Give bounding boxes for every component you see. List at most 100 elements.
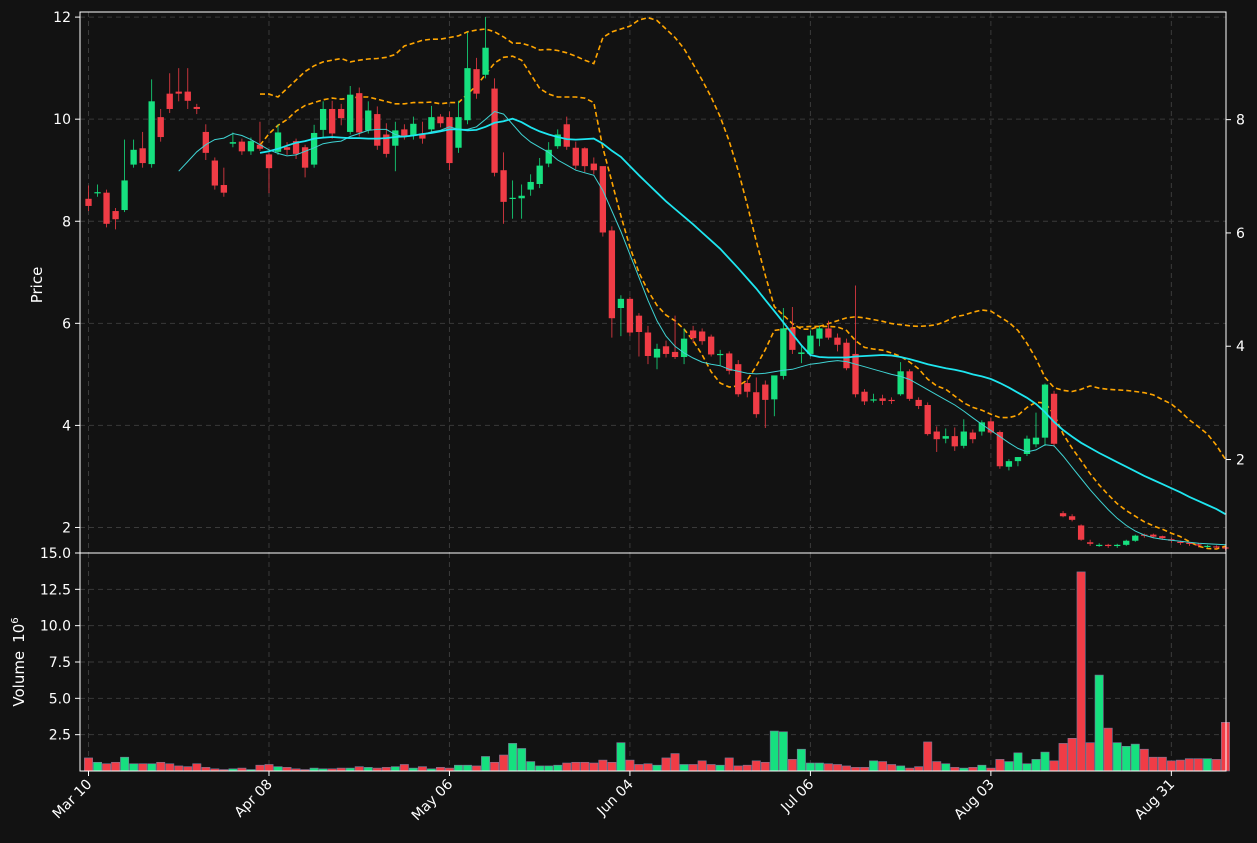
candle-body-33 bbox=[383, 134, 390, 154]
candle-72 bbox=[735, 360, 742, 397]
candle-body-31 bbox=[365, 110, 372, 131]
candle-95 bbox=[942, 428, 949, 444]
secondary-tick-label-1: 4 bbox=[1236, 339, 1245, 355]
candle-body-24 bbox=[301, 147, 309, 168]
candle-34 bbox=[392, 121, 399, 172]
candle-body-93 bbox=[924, 404, 931, 435]
candle-113 bbox=[1105, 543, 1112, 548]
candle-4 bbox=[121, 139, 128, 213]
volume-tick-label-5: 15.0 bbox=[40, 546, 71, 562]
volume-bar-118 bbox=[1148, 756, 1158, 772]
candle-body-15 bbox=[220, 185, 228, 193]
candle-body-20 bbox=[265, 154, 273, 169]
candle-96 bbox=[951, 427, 958, 451]
x-tick-label-5: Aug 03 bbox=[951, 777, 997, 823]
secondary-tick-label-3: 8 bbox=[1236, 113, 1245, 129]
candle-24 bbox=[301, 144, 309, 178]
candle-body-53 bbox=[563, 124, 570, 147]
candle-body-116 bbox=[1132, 535, 1139, 541]
volume-bar-71 bbox=[724, 757, 734, 772]
volume-bar-126 bbox=[1221, 722, 1230, 772]
candle-63 bbox=[653, 343, 661, 370]
candle-60 bbox=[626, 296, 634, 337]
candle-body-16 bbox=[229, 142, 237, 144]
candle-body-36 bbox=[410, 123, 417, 136]
volume-tick-label-0: 2.5 bbox=[49, 728, 71, 744]
x-tick-label-6: Aug 31 bbox=[1132, 777, 1178, 823]
candle-39 bbox=[437, 114, 444, 128]
candle-3 bbox=[112, 207, 119, 230]
candle-45 bbox=[491, 78, 498, 177]
candle-25 bbox=[310, 124, 318, 168]
candle-body-0 bbox=[85, 198, 92, 206]
candle-body-23 bbox=[292, 141, 300, 154]
candle-body-57 bbox=[599, 166, 607, 233]
secondary-tick-label-2: 6 bbox=[1236, 226, 1245, 242]
volume-bar-2 bbox=[102, 763, 112, 772]
candle-107 bbox=[1050, 390, 1058, 447]
volume-bar-4 bbox=[120, 756, 130, 772]
long-moving-average-line bbox=[259, 117, 1226, 515]
candle-80 bbox=[807, 330, 814, 357]
volume-bar-65 bbox=[670, 753, 680, 772]
volume-bar-10 bbox=[174, 765, 184, 772]
candle-15 bbox=[220, 167, 228, 197]
candle-body-78 bbox=[789, 328, 796, 350]
candle-body-113 bbox=[1105, 544, 1112, 547]
candle-90 bbox=[897, 362, 904, 396]
candle-body-85 bbox=[852, 353, 859, 395]
candle-19 bbox=[256, 121, 264, 151]
volume-bar-85 bbox=[851, 767, 860, 772]
volume-bar-30 bbox=[354, 766, 364, 772]
volume-bar-120 bbox=[1166, 760, 1176, 772]
volume-bar-6 bbox=[138, 763, 148, 772]
volume-bar-68 bbox=[697, 760, 707, 772]
volume-bar-125 bbox=[1212, 759, 1221, 772]
volume-bar-31 bbox=[363, 767, 373, 772]
candle-87 bbox=[870, 393, 877, 403]
candle-37 bbox=[419, 121, 426, 144]
candle-91 bbox=[906, 369, 913, 401]
volume-bars bbox=[84, 571, 1230, 772]
candle-body-46 bbox=[500, 170, 507, 202]
candle-body-122 bbox=[1186, 542, 1193, 544]
volume-bar-73 bbox=[742, 764, 752, 772]
candle-57 bbox=[599, 166, 607, 237]
volume-bar-61 bbox=[634, 764, 644, 772]
candle-38 bbox=[428, 105, 435, 134]
candle-64 bbox=[662, 340, 670, 358]
candle-59 bbox=[617, 295, 625, 337]
candle-body-125 bbox=[1213, 546, 1220, 548]
volume-bar-110 bbox=[1076, 571, 1086, 772]
volume-bar-44 bbox=[481, 756, 491, 772]
candle-5 bbox=[130, 139, 137, 168]
candle-8 bbox=[157, 108, 164, 142]
candle-46 bbox=[500, 152, 507, 224]
volume-bar-122 bbox=[1184, 758, 1194, 772]
volume-bar-113 bbox=[1103, 727, 1113, 772]
volume-bar-84 bbox=[842, 765, 851, 772]
candle-body-64 bbox=[662, 346, 670, 354]
candle-body-37 bbox=[419, 133, 426, 139]
volume-bar-69 bbox=[706, 764, 716, 772]
candle-body-48 bbox=[518, 195, 525, 199]
volume-bar-37 bbox=[417, 766, 427, 772]
volume-grid bbox=[80, 552, 1226, 771]
volume-bar-76 bbox=[769, 730, 779, 772]
volume-bar-115 bbox=[1121, 745, 1131, 772]
candle-31 bbox=[365, 101, 372, 134]
candle-body-45 bbox=[491, 88, 498, 173]
candle-33 bbox=[383, 123, 390, 158]
candle-body-86 bbox=[861, 391, 868, 402]
volume-bar-93 bbox=[923, 741, 933, 772]
candle-body-51 bbox=[545, 149, 552, 164]
candle-13 bbox=[202, 124, 209, 161]
volume-bar-21 bbox=[273, 766, 283, 772]
candle-body-18 bbox=[247, 141, 255, 152]
candle-12 bbox=[193, 103, 200, 115]
volume-bar-9 bbox=[165, 763, 175, 772]
candle-92 bbox=[915, 397, 922, 410]
candle-56 bbox=[590, 157, 597, 175]
volume-bar-66 bbox=[679, 764, 689, 772]
x-tick-label-0: Mar 10 bbox=[50, 777, 96, 823]
